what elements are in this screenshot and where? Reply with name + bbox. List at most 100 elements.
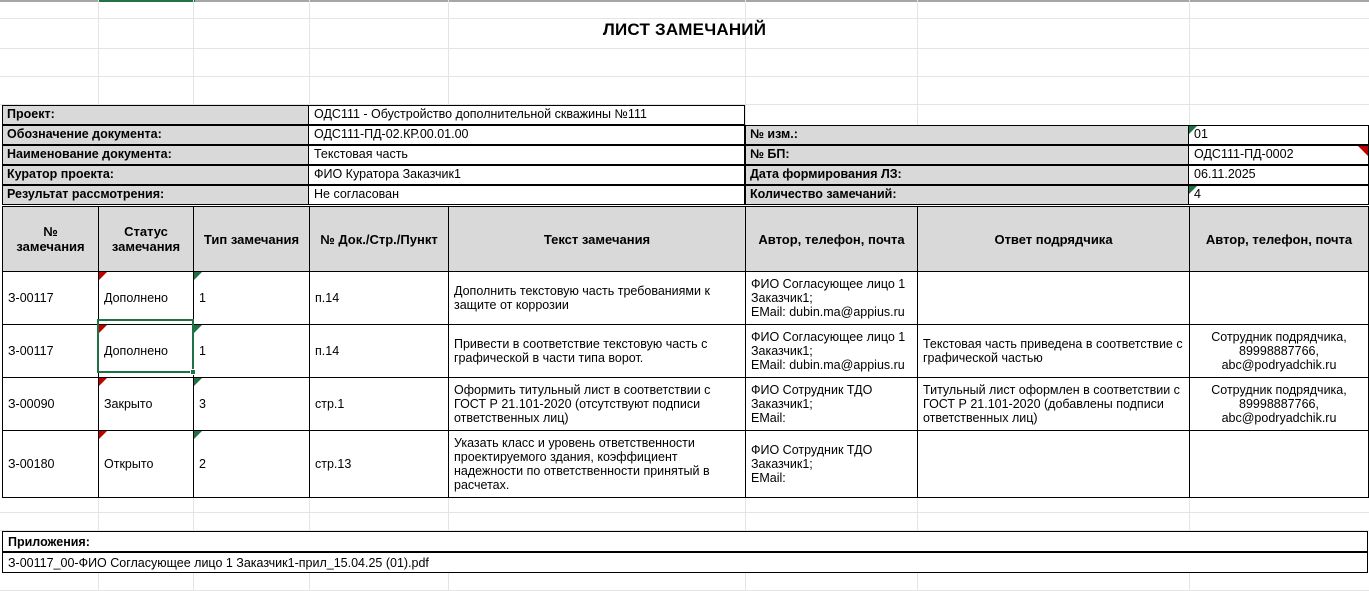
col-header-remark-text[interactable]: Текст замечания [448,206,746,272]
cell-contractor-answer[interactable]: Титульный лист оформлен в соответствии с… [917,377,1190,431]
comment-marker-green-icon [194,325,202,333]
header-value-remarks-count[interactable]: 4 [1188,185,1369,205]
cell-remark-type[interactable]: 3 [193,377,310,431]
cell-author[interactable]: ФИО Согласующее лицо 1 Заказчик1; EMail:… [745,324,918,378]
label-text: Обозначение документа: [7,127,162,142]
gridline-row [0,573,1369,591]
comment-marker-green-icon [194,431,202,439]
cell-doc-ref[interactable]: стр.13 [309,430,449,498]
cell-remark-status[interactable]: Дополнено [98,271,194,325]
cell-remark-number[interactable]: З-00180 [2,430,99,498]
gridline-row [0,19,1369,49]
attachments-label: Приложения: [2,531,1368,552]
gridline-row [0,513,1369,531]
value-text: ФИО Куратора Заказчик1 [314,167,461,182]
comment-marker-green-icon [1189,126,1197,134]
cell-doc-ref[interactable]: п.14 [309,271,449,325]
header-label-remarks-count: Количество замечаний: [745,185,1189,205]
header-value-document-code[interactable]: ОДС111-ПД-02.КР.00.01.00 [308,125,745,145]
col-header-contractor-author[interactable]: Автор, телефон, почта [1189,206,1369,272]
cell-remark-type[interactable]: 1 [193,324,310,378]
header-value-bp-no[interactable]: ОДС111-ПД-0002 [1188,145,1369,165]
gridline-row [0,77,1369,105]
attachment-file-name: З-00117_00-ФИО Согласующее лицо 1 Заказч… [8,555,429,570]
col-header-remark-type[interactable]: Тип замечания [193,206,310,272]
cell-text: 1 [199,344,206,358]
col-header-remark-status[interactable]: Статус замечания [98,206,194,272]
header-value-project[interactable]: ОДС111 - Обустройство дополнительной скв… [308,105,745,125]
header-value-curator[interactable]: ФИО Куратора Заказчик1 [308,165,745,185]
selection-fill-handle[interactable] [190,369,196,375]
cell-text: Открыто [104,457,154,471]
label-text: Куратор проекта: [7,167,114,182]
header-label-document-name: Наименование документа: [2,145,309,165]
gridline-row [0,49,1369,77]
attachments-label-text: Приложения: [8,534,90,549]
cell-contractor-author[interactable]: Сотрудник подрядчика, 89998887766, abc@p… [1189,377,1369,431]
gridline-row [0,495,1369,513]
col-header-author[interactable]: Автор, телефон, почта [745,206,918,272]
table-header-row: № замечания Статус замечания Тип замечан… [2,206,1369,272]
comment-marker-red-icon [99,325,107,333]
cell-doc-ref[interactable]: п.14 [309,324,449,378]
cell-remark-number[interactable]: З-00117 [2,271,99,325]
col-header-remark-number[interactable]: № замечания [2,206,99,272]
cell-remark-type[interactable]: 1 [193,271,310,325]
value-text: ОДС111 - Обустройство дополнительной скв… [314,107,647,122]
cell-contractor-author[interactable]: Сотрудник подрядчика, 89998887766, abc@p… [1189,324,1369,378]
header-value-sheet-date[interactable]: 06.11.2025 [1188,165,1369,185]
cell-remark-text[interactable]: Указать класс и уровень ответственности … [448,430,746,498]
cell-remark-type[interactable]: 2 [193,430,310,498]
cell-remark-status[interactable]: Закрыто [98,377,194,431]
cell-remark-text[interactable]: Оформить титульный лист в соответствии с… [448,377,746,431]
cell-text: 1 [199,291,206,305]
table-row[interactable]: З-00117 Дополнено 1 п.14 Дополнить текст… [2,271,1369,325]
cell-contractor-author[interactable] [1189,271,1369,325]
value-text: ОДС111-ПД-0002 [1194,147,1294,162]
cell-remark-number[interactable]: З-00090 [2,377,99,431]
cell-text: Закрыто [104,397,153,411]
comment-marker-green-icon [194,272,202,280]
label-text: № изм.: [750,127,798,142]
header-label-review-result: Результат рассмотрения: [2,185,309,205]
value-text: 06.11.2025 [1194,167,1256,182]
value-text: 4 [1194,187,1201,202]
cell-remark-text[interactable]: Привести в соответствие текстовую часть … [448,324,746,378]
header-value-review-result[interactable]: Не согласован [308,185,745,205]
cell-remark-number[interactable]: З-00117 [2,324,99,378]
comment-marker-red-icon [99,378,107,386]
label-text: Количество замечаний: [750,187,897,202]
remarks-table-wrapper: № замечания Статус замечания Тип замечан… [2,206,1369,498]
cell-author[interactable]: ФИО Сотрудник ТДО Заказчик1; EMail: [745,377,918,431]
label-text: № БП: [750,147,790,162]
comment-marker-green-icon [1189,186,1197,194]
cell-remark-text[interactable]: Дополнить текстовую часть требованиями к… [448,271,746,325]
table-row[interactable]: З-00180 Открыто 2 стр.13 Указать класс и… [2,430,1369,498]
page-title: ЛИСТ ЗАМЕЧАНИЙ [602,20,767,39]
cell-text: 2 [199,457,206,471]
label-text: Дата формирования ЛЗ: [750,167,902,182]
cell-contractor-answer[interactable] [917,271,1190,325]
cell-doc-ref[interactable]: стр.1 [309,377,449,431]
label-text: Результат рассмотрения: [7,187,165,202]
cell-author[interactable]: ФИО Согласующее лицо 1 Заказчик1; EMail:… [745,271,918,325]
column-selection-marker [99,0,195,2]
col-header-contractor-answer[interactable]: Ответ подрядчика [917,206,1190,272]
cell-contractor-author[interactable] [1189,430,1369,498]
col-header-doc-ref[interactable]: № Док./Стр./Пункт [309,206,449,272]
cell-contractor-answer[interactable] [917,430,1190,498]
value-text: Текстовая часть [314,147,408,162]
cell-remark-status[interactable]: Дополнено [98,324,194,378]
cell-text: 3 [199,397,206,411]
remarks-table: № замечания Статус замечания Тип замечан… [2,206,1369,498]
header-value-document-name[interactable]: Текстовая часть [308,145,745,165]
cell-remark-status[interactable]: Открыто [98,430,194,498]
cell-author[interactable]: ФИО Сотрудник ТДО Заказчик1; EMail: [745,430,918,498]
header-value-revision-no[interactable]: 01 [1188,125,1369,145]
cell-contractor-answer[interactable]: Текстовая часть приведена в соответствие… [917,324,1190,378]
table-row[interactable]: З-00090 Закрыто 3 стр.1 Оформить титульн… [2,377,1369,431]
comment-marker-red-icon [99,272,107,280]
attachment-item[interactable]: З-00117_00-ФИО Согласующее лицо 1 Заказч… [2,552,1368,573]
table-row[interactable]: З-00117 Дополнено 1 п.14 Привести в соот… [2,324,1369,378]
